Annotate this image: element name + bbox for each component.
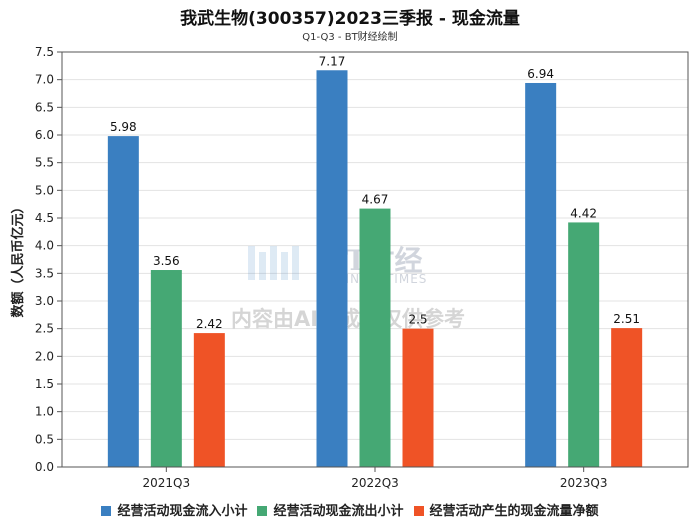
bar <box>402 328 434 467</box>
y-tick-label: 6.0 <box>35 128 54 142</box>
legend-item: 经营活动产生的现金流量净额 <box>413 500 599 519</box>
bar-series <box>107 70 643 468</box>
data-label: 7.17 <box>319 54 346 68</box>
bar <box>107 136 139 467</box>
y-tick-label: 1.5 <box>35 377 54 391</box>
data-label: 4.67 <box>362 193 389 207</box>
legend-item: 经营活动现金流出小计 <box>257 500 404 519</box>
legend-label: 经营活动现金流入小计 <box>117 504 248 519</box>
legend-swatch <box>101 506 112 516</box>
legend-item: 经营活动现金流入小计 <box>101 500 247 519</box>
watermark-logo-icon <box>248 246 299 280</box>
data-label: 3.56 <box>153 254 180 268</box>
data-label: 5.98 <box>110 120 137 134</box>
data-label: 2.42 <box>196 317 223 331</box>
data-label: 6.94 <box>527 67 554 81</box>
legend-swatch <box>413 506 424 516</box>
chart-subtitle: Q1-Q3 - BT财经绘制 <box>302 32 398 43</box>
y-tick-label: 2.0 <box>35 349 54 363</box>
y-tick-label: 5.0 <box>35 183 54 197</box>
y-tick-label: 4.5 <box>35 211 54 225</box>
y-tick-label: 5.5 <box>35 156 54 170</box>
y-axis-label: 数额（人民币亿元） <box>10 200 26 317</box>
y-tick-label: 0.5 <box>35 432 54 446</box>
chart-title: 我武生物(300357)2023三季报 - 现金流量 <box>180 9 520 29</box>
watermark: BT财经 BUSINESSTIMES 内容由AI生成，仅供参考 <box>231 244 465 331</box>
y-axis-ticks: 0.0 0.5 1.0 1.5 2.0 2.5 3.0 3.5 4.0 4.5 5.0 5.5 6.0 6… <box>35 45 62 474</box>
bar <box>193 333 225 467</box>
y-tick-label: 2.5 <box>35 322 54 336</box>
bar <box>359 208 391 468</box>
y-tick-label: 3.5 <box>35 266 54 280</box>
legend-swatch <box>257 506 268 516</box>
bar <box>568 222 600 467</box>
y-tick-label: 1.0 <box>35 405 54 419</box>
x-tick-label: 2021Q3 <box>143 476 191 490</box>
y-tick-label: 6.5 <box>35 100 54 114</box>
bar <box>150 270 182 467</box>
x-axis-ticks: 2021Q3 2022Q3 2023Q3 <box>143 467 608 490</box>
data-label: 4.42 <box>570 206 597 220</box>
y-tick-label: 3.0 <box>35 294 54 308</box>
bar <box>525 82 557 467</box>
data-label: 2.5 <box>408 313 427 327</box>
x-tick-label: 2022Q3 <box>351 476 399 490</box>
data-labels: 5.98 3.56 2.42 7.17 4.67 2.5 6.94 4.42 2.51 <box>110 54 640 331</box>
y-tick-label: 7.5 <box>35 45 54 59</box>
legend: 经营活动现金流入小计 经营活动现金流出小计 经营活动产生的现金流量净额 <box>0 500 700 519</box>
y-tick-label: 7.0 <box>35 73 54 87</box>
data-label: 2.51 <box>613 312 640 326</box>
legend-label: 经营活动产生的现金流量净额 <box>429 504 599 519</box>
watermark-text: 内容由AI生成，仅供参考 <box>231 307 465 331</box>
y-tick-label: 0.0 <box>35 460 54 474</box>
x-tick-label: 2023Q3 <box>560 476 608 490</box>
legend-label: 经营活动现金流出小计 <box>273 504 404 519</box>
bar <box>316 70 348 467</box>
bar <box>611 328 643 467</box>
bar-chart: BT财经 BUSINESSTIMES 内容由AI生成，仅供参考 5.983.56… <box>10 45 689 490</box>
y-tick-label: 4.0 <box>35 239 54 253</box>
